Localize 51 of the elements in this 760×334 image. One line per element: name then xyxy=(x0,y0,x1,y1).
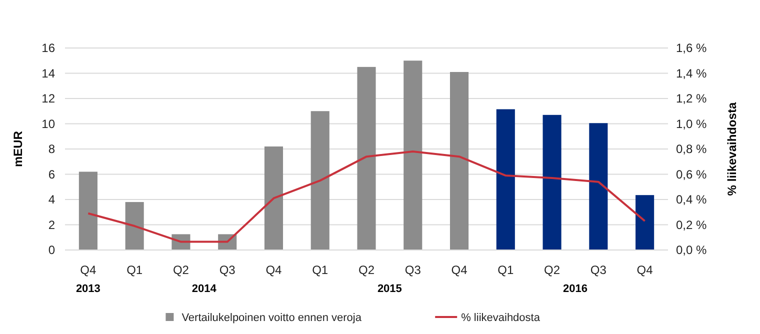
y2-tick-label: 0,8 % xyxy=(676,142,708,156)
bar xyxy=(264,146,284,250)
legend-label: % liikevaihdosta xyxy=(461,312,541,324)
y2-tick-label: 0,4 % xyxy=(676,192,708,207)
y-tick-label: 0 xyxy=(48,243,56,258)
x-tick-label: Q4 xyxy=(636,263,654,278)
x-tick-label: Q2 xyxy=(172,263,190,278)
x-tick-label: Q3 xyxy=(219,263,236,278)
bar xyxy=(496,109,515,250)
x-tick-label: Q1 xyxy=(312,263,328,278)
x-tick-label: Q3 xyxy=(590,263,607,278)
text: 2014 xyxy=(192,283,218,295)
y-tick-label: 12 xyxy=(42,92,56,106)
text: 2013 xyxy=(76,283,100,295)
legend-label: Vertailukelpoinen voitto ennen veroja xyxy=(182,312,362,324)
y-tick-label: 10 xyxy=(42,116,56,131)
bar xyxy=(357,66,376,250)
x-tick-label: Q4 xyxy=(80,263,97,278)
x-tick-label: Q1 xyxy=(498,263,514,278)
y2-tick-label: 1,4 % xyxy=(676,66,708,80)
y-tick-label: 2 xyxy=(48,218,56,232)
y2-tick-label: 1,2 % xyxy=(676,92,708,106)
x-tick-label: Q4 xyxy=(451,263,468,278)
x-tick-label: Q2 xyxy=(358,263,375,278)
y-tick-label: 8 xyxy=(48,142,56,156)
bar xyxy=(404,60,422,250)
bar xyxy=(542,114,562,250)
y-tick-label: 16 xyxy=(42,41,56,56)
y2-axis-title: % liikevaihdosta xyxy=(725,102,739,196)
y2-tick-label: 0,6 % xyxy=(676,167,708,182)
x-tick-label: Q1 xyxy=(126,263,143,278)
y2-tick-label: 1,6 % xyxy=(676,41,708,56)
y-tick-label: 14 xyxy=(42,66,56,80)
bar xyxy=(636,195,654,250)
bar xyxy=(450,72,469,250)
bar xyxy=(125,202,144,250)
y2-tick-label: 1,0 % xyxy=(676,116,708,131)
line-series xyxy=(87,150,646,243)
x-tick-label: Q3 xyxy=(404,263,422,278)
y2-tick-label: 0,0 % xyxy=(676,243,708,258)
text: 2015 xyxy=(377,283,402,295)
bar xyxy=(310,111,330,250)
y2-tick-label: 0,2 % xyxy=(676,218,708,232)
text: 2016 xyxy=(562,283,588,295)
bar xyxy=(78,172,98,250)
bar xyxy=(589,123,608,250)
y-tick-label: 6 xyxy=(48,167,56,182)
y-axis-title: mEUR xyxy=(11,130,25,168)
y-tick-label: 4 xyxy=(48,192,56,207)
x-tick-label: Q2 xyxy=(544,263,560,278)
x-tick-label: Q4 xyxy=(266,263,282,278)
